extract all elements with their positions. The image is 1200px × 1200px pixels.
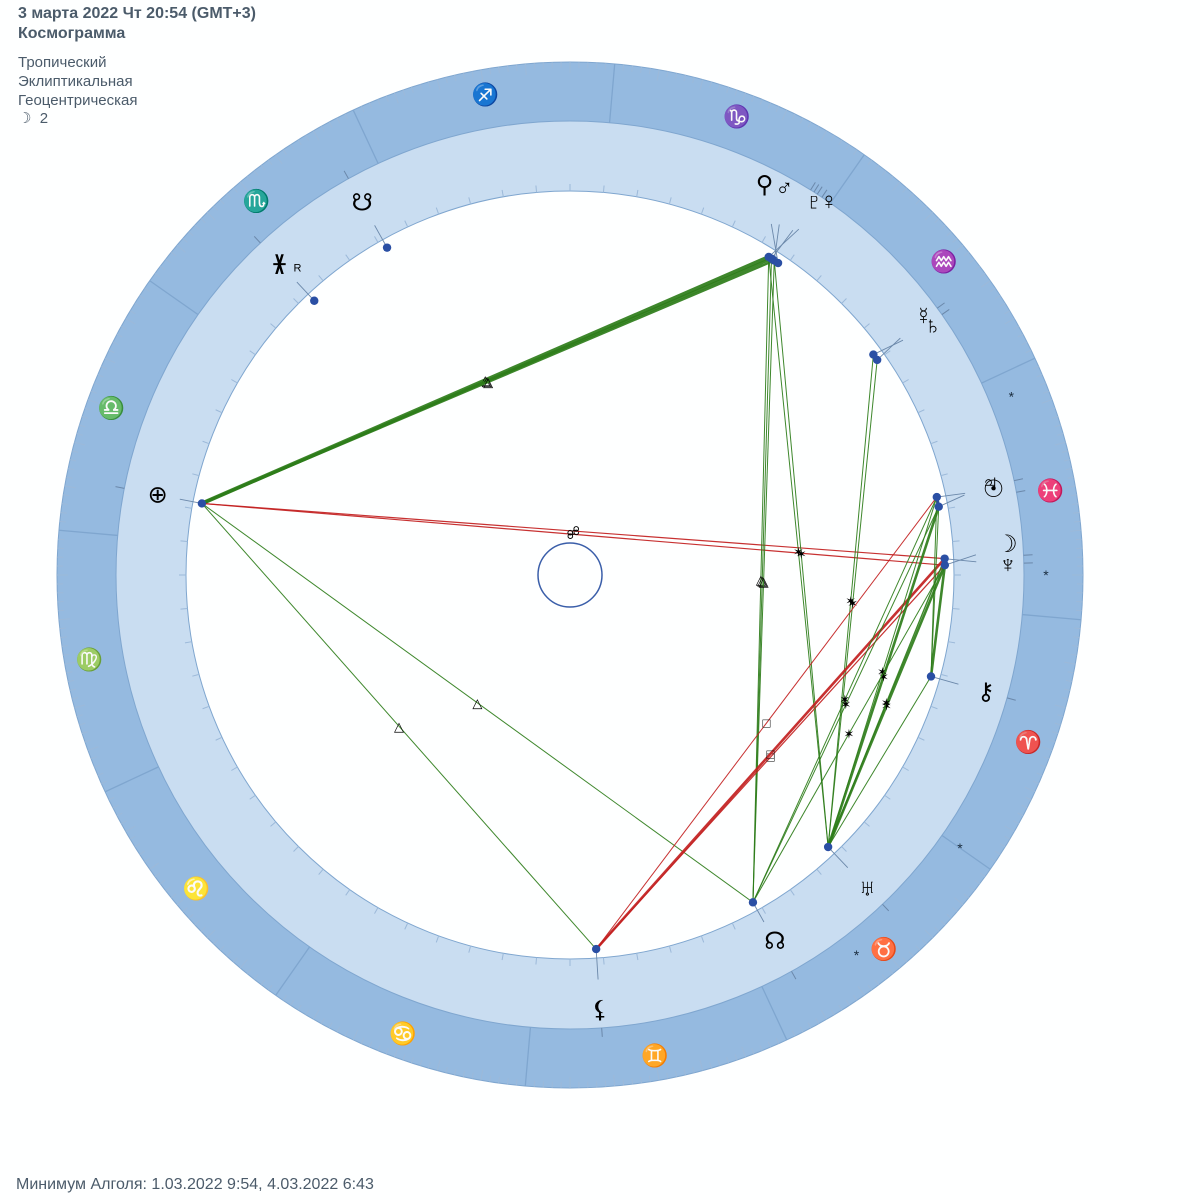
svg-text:□: □ xyxy=(763,716,771,731)
svg-text:♑: ♑ xyxy=(723,104,750,129)
svg-text:♊: ♊ xyxy=(641,1043,668,1068)
svg-text:*: * xyxy=(957,840,963,856)
svg-text:♏: ♏ xyxy=(243,189,270,214)
planet-fortune: ⊕ xyxy=(148,481,168,508)
svg-text:*: * xyxy=(1009,389,1015,405)
planet-nnode: ☊ xyxy=(764,928,785,955)
planet-pluto: ♇ xyxy=(805,188,823,215)
svg-text:△: △ xyxy=(394,719,404,734)
svg-text:♈: ♈ xyxy=(1015,729,1042,754)
svg-text:R: R xyxy=(293,262,301,274)
planet-jupiter: ♃ xyxy=(981,470,999,497)
cosmogram-chart: ♈♉♊♋♌♍♎♏♐♑♒♓△△△△△☍☍△△△✶✶✶✶□□□✶✶✶✶✶✶✶☉☽☿♀… xyxy=(0,0,1200,1200)
planet-saturn: ♄ xyxy=(924,312,942,339)
planet-mars: ♂ xyxy=(775,175,793,202)
svg-text:*: * xyxy=(1043,567,1049,583)
svg-text:♉: ♉ xyxy=(870,936,897,961)
svg-text:♎: ♎ xyxy=(98,396,125,421)
planet-chiron: ⚷ xyxy=(977,678,995,705)
svg-text:□: □ xyxy=(766,746,774,761)
svg-text:△: △ xyxy=(483,374,493,389)
svg-text:✶: ✶ xyxy=(843,726,854,741)
planet-uranus: ♅ xyxy=(858,875,876,902)
svg-text:♍: ♍ xyxy=(76,647,103,672)
svg-text:✶: ✶ xyxy=(796,546,807,561)
svg-text:*: * xyxy=(854,947,860,963)
svg-text:☍: ☍ xyxy=(567,524,580,539)
svg-text:△: △ xyxy=(472,695,482,710)
svg-text:♋: ♋ xyxy=(389,1021,416,1046)
planet-lilith: ⚸ xyxy=(591,996,609,1023)
svg-text:✶: ✶ xyxy=(840,697,851,712)
svg-text:♓: ♓ xyxy=(1037,478,1064,503)
planet-cross: ᚕ xyxy=(272,250,286,277)
svg-text:♐: ♐ xyxy=(472,82,499,107)
planet-selena: ⚲ xyxy=(756,171,774,198)
svg-text:♒: ♒ xyxy=(930,249,957,274)
planet-snode: ☋ xyxy=(352,190,373,217)
svg-text:♌: ♌ xyxy=(182,876,209,901)
svg-text:✶: ✶ xyxy=(881,695,892,710)
svg-text:△: △ xyxy=(759,574,769,589)
svg-text:✶: ✶ xyxy=(877,665,888,680)
planet-neptune: ♆ xyxy=(999,552,1017,579)
